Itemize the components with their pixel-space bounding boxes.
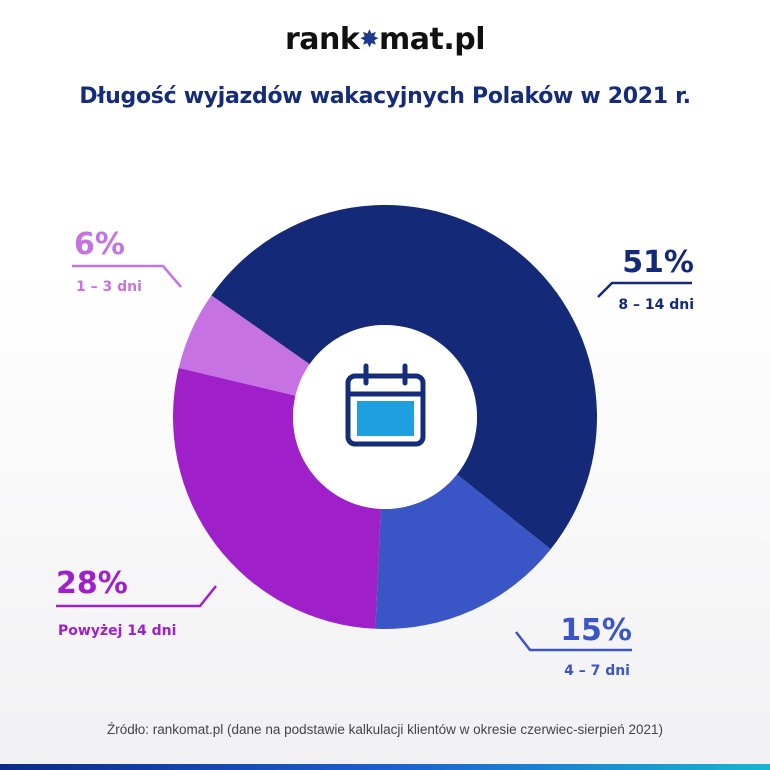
- leader-line-6: [72, 264, 182, 288]
- slice-pct-label-51: 51%: [622, 245, 694, 280]
- donut-slice-51: [211, 204, 598, 550]
- slice-pct-label-28: 28%: [56, 566, 128, 601]
- slice-cat-label-51: 8 – 14 dni: [618, 297, 694, 313]
- brand-name-right: mat.pl: [378, 22, 486, 57]
- donut-slice-15: [375, 474, 551, 629]
- slice-cat-label-15: 4 – 7 dni: [564, 663, 630, 679]
- source-note: Źródło: rankomat.pl (dane na podstawie k…: [106, 722, 663, 737]
- leader-line-28: [56, 585, 217, 608]
- star-icon: ✸: [359, 25, 379, 53]
- leader-line-51: [597, 281, 692, 298]
- slice-pct-label-15: 15%: [560, 613, 632, 648]
- donut-slice-28: [172, 367, 381, 629]
- brand-name-left: rank: [285, 22, 360, 57]
- chart-slices: [172, 204, 598, 629]
- brand-logo: rank✸mat.pl: [0, 22, 770, 57]
- slice-cat-label-6: 1 – 3 dni: [76, 279, 142, 295]
- bottom-gradient-bar: [0, 764, 770, 770]
- slice-cat-label-28: Powyżej 14 dni: [58, 623, 176, 639]
- donut-slice-6: [178, 295, 310, 396]
- chart-title: Długość wyjazdów wakacyjnych Polaków w 2…: [79, 84, 691, 109]
- leader-line-15: [515, 631, 632, 652]
- slice-pct-label-6: 6%: [74, 227, 125, 262]
- calendar-icon: [345, 363, 426, 447]
